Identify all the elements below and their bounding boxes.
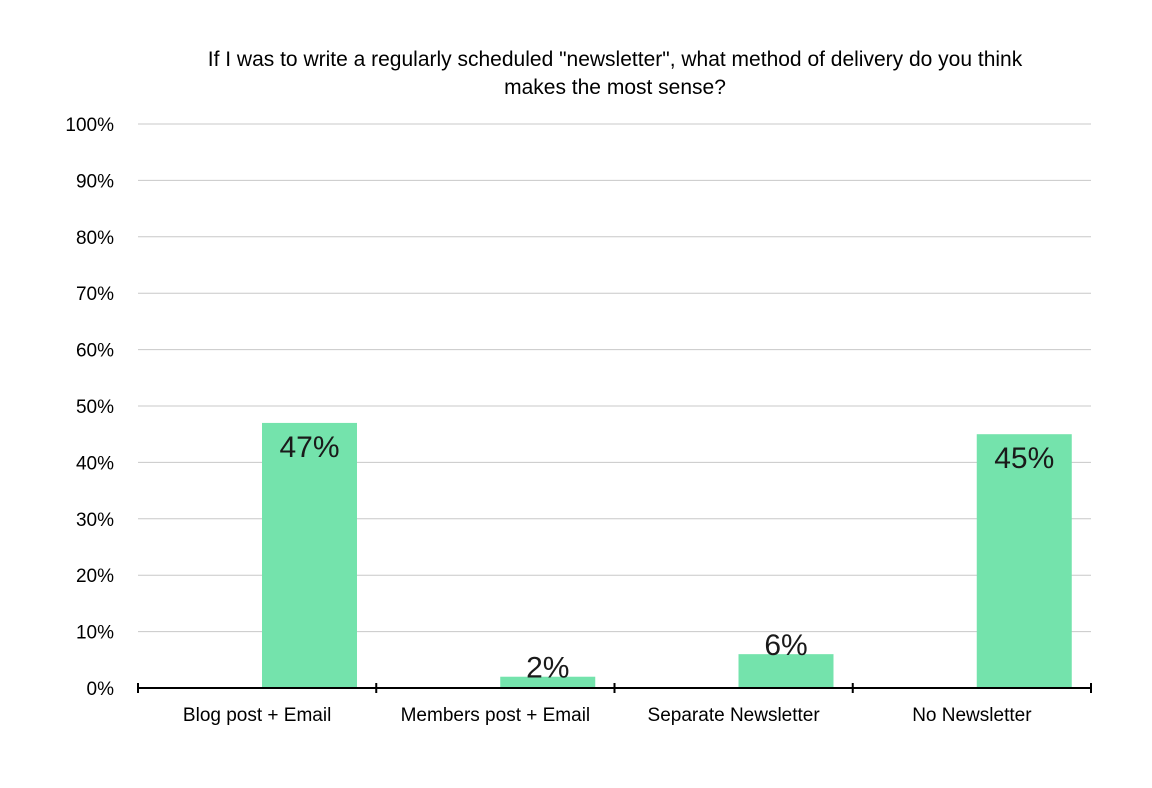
y-tick-label: 20% [76, 566, 114, 587]
bar [500, 676, 596, 688]
chart-title: If I was to write a regularly scheduled … [110, 46, 1120, 102]
data-label: 47% [279, 431, 339, 464]
bars [262, 422, 1072, 688]
bar [976, 434, 1072, 688]
chart-title-line-1: If I was to write a regularly scheduled … [207, 48, 1023, 71]
y-tick-label: 0% [87, 679, 115, 700]
data-labels: 47% 2% 6% 45% [279, 431, 1054, 685]
x-axis-tick-labels: Blog post + Email Members post + Email Sep… [183, 705, 1032, 726]
y-tick-label: 70% [76, 284, 114, 305]
bar [738, 654, 834, 688]
bar [262, 422, 357, 688]
chart-title-line-2: makes the most sense? [504, 76, 726, 99]
x-tick-label: Blog post + Email [183, 705, 331, 726]
y-tick-label: 90% [76, 171, 114, 192]
data-label: 45% [994, 442, 1054, 475]
y-tick-label: 10% [76, 623, 114, 644]
y-tick-label: 40% [76, 453, 114, 474]
y-tick-label: 60% [76, 341, 114, 362]
x-tick-label: Separate Newsletter [648, 705, 821, 726]
y-tick-label: 100% [65, 115, 114, 136]
x-tick-label: Members post + Email [401, 705, 591, 726]
y-axis-tick-labels: 0% 10% 20% 30% 40% 50% 60% 70% 80% 90% 100% [65, 115, 114, 700]
y-tick-label: 30% [76, 510, 114, 531]
data-label: 2% [526, 652, 569, 685]
data-label: 6% [764, 629, 807, 662]
y-tick-label: 80% [76, 228, 114, 249]
x-tick-label: No Newsletter [912, 705, 1032, 726]
y-tick-label: 50% [76, 397, 114, 418]
x-axis [137, 683, 1092, 693]
